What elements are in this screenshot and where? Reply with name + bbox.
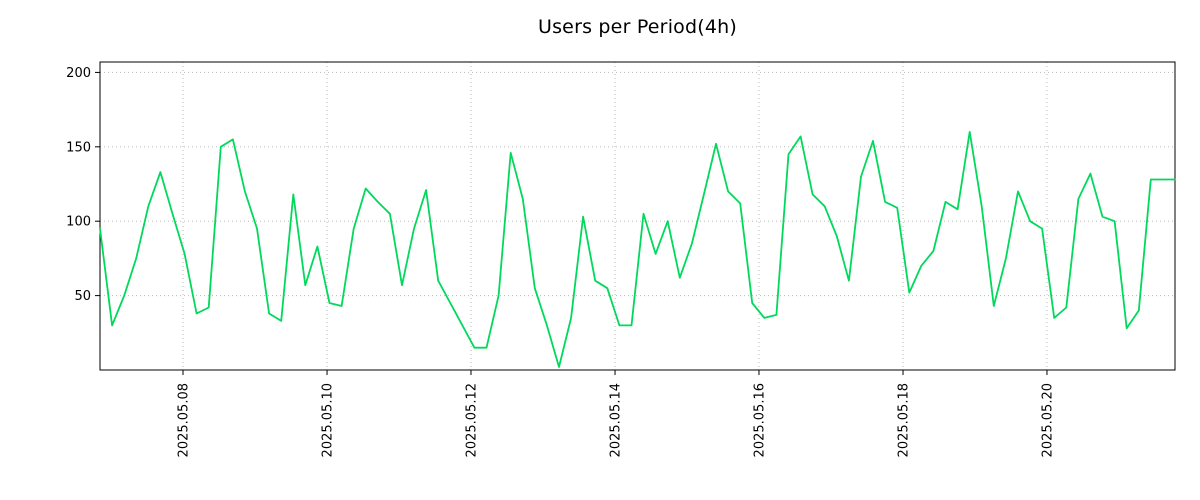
x-tick-label: 2025.05.20 bbox=[1040, 383, 1055, 457]
users-series-line bbox=[99, 130, 1176, 368]
y-tick-label: 200 bbox=[66, 66, 91, 81]
y-tick-label: 100 bbox=[66, 215, 91, 230]
x-tick-label: 2025.05.08 bbox=[176, 383, 191, 457]
y-tick-label: 150 bbox=[66, 140, 91, 155]
chart-title: Users per Period(4h) bbox=[537, 16, 738, 38]
x-tick-label: 2025.05.10 bbox=[321, 383, 336, 457]
x-tick-label: 2025.05.14 bbox=[609, 383, 624, 457]
x-tick-label: 2025.05.18 bbox=[897, 383, 912, 457]
plot-frame bbox=[99, 61, 1176, 371]
x-tick-label: 2025.05.12 bbox=[464, 383, 479, 457]
y-tick-label: 50 bbox=[74, 289, 91, 304]
x-tick-label: 2025.05.16 bbox=[752, 383, 767, 457]
